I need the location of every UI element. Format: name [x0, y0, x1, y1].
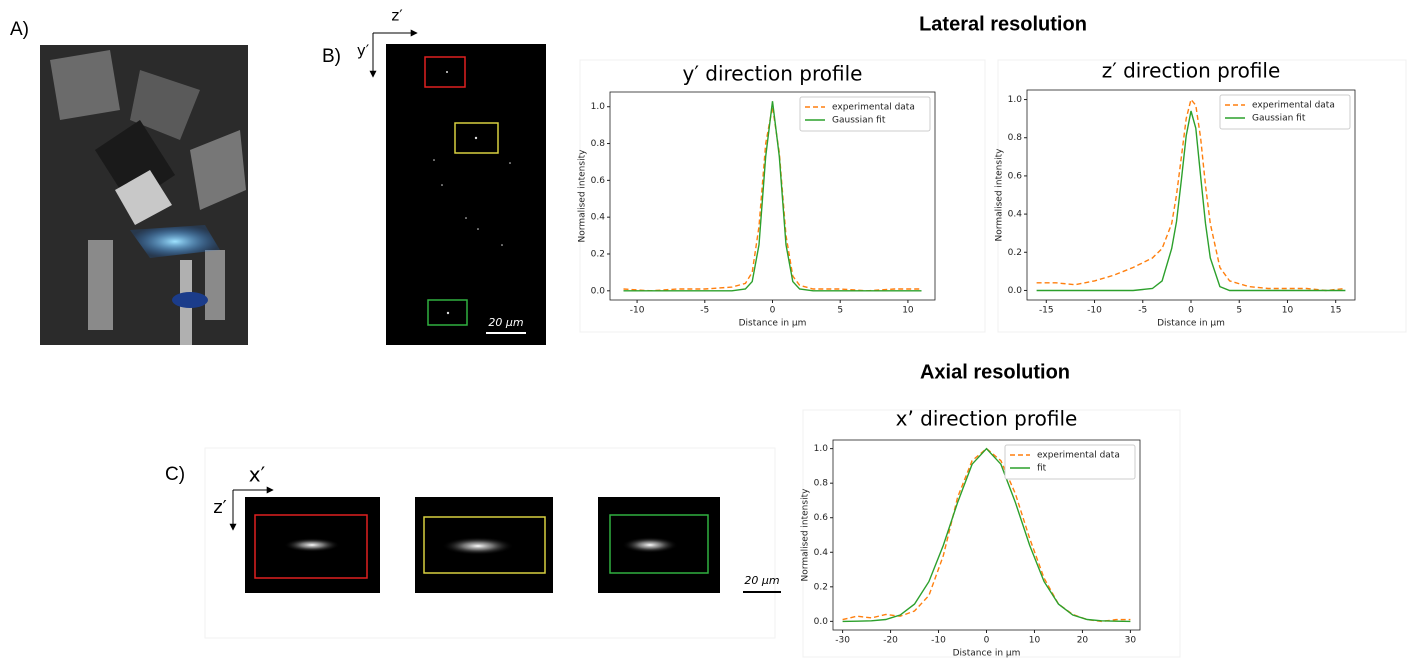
- scale-label: 20 μm: [744, 574, 779, 587]
- y-axis-label: Normalised intensity: [801, 488, 811, 582]
- y-tick-label: 0.6: [591, 176, 606, 186]
- x-tick-label: 20: [1077, 636, 1089, 646]
- y-tick-label: 1.0: [1008, 95, 1023, 105]
- y-tick-label: 0.2: [591, 249, 605, 259]
- x-axis-label: Distance in μm: [953, 649, 1021, 659]
- x-tick-label: 10: [1029, 636, 1041, 646]
- y-tick-label: 0.8: [1008, 133, 1023, 143]
- x-tick-label: 0: [770, 306, 776, 316]
- chart-title: z′ direction profile: [1102, 59, 1281, 83]
- chart: z′ direction profile -15 -10 -5 0 5 10 15 0.0 0.2…: [995, 59, 1407, 333]
- axis-name: y′: [357, 42, 370, 60]
- section-title: Lateral resolution: [919, 13, 1087, 35]
- x-tick-label: 0: [984, 636, 990, 646]
- frame: [204, 447, 776, 639]
- x-tick-label: -5: [1138, 306, 1147, 316]
- legend-label: fit: [1037, 464, 1047, 474]
- legend-box: [1219, 94, 1351, 130]
- y-tick-label: 0.0: [1008, 286, 1023, 296]
- panel-label: B): [322, 46, 341, 67]
- x-tick-label: -10: [630, 306, 645, 316]
- axis-name: z′: [391, 7, 403, 25]
- axis-name: z′: [213, 497, 227, 518]
- micrograph: [245, 497, 720, 593]
- legend-label: experimental data: [1252, 101, 1335, 111]
- y-tick-label: 0.2: [1008, 248, 1022, 258]
- x-tick-label: 5: [1236, 306, 1242, 316]
- data-line: [1036, 110, 1346, 292]
- y-tick-label: 0.8: [591, 139, 606, 149]
- x-axis-label: Distance in μm: [1157, 319, 1225, 329]
- legend-label: experimental data: [1037, 451, 1120, 461]
- x-tick-label: 15: [1330, 306, 1341, 316]
- scale-label: 20 μm: [488, 316, 523, 329]
- legend-label: experimental data: [832, 103, 915, 113]
- data-line: [623, 106, 922, 292]
- x-tick-label: 30: [1125, 636, 1137, 646]
- legend-box: [799, 96, 931, 132]
- x-axis-label: Distance in μm: [739, 319, 807, 329]
- y-tick-label: 0.6: [1008, 171, 1023, 181]
- plot-frame: [609, 91, 936, 301]
- legend-label: Gaussian fit: [832, 116, 886, 126]
- y-tick-label: 0.2: [814, 582, 828, 592]
- section-title: Axial resolution: [920, 361, 1070, 383]
- chart-title: x’ direction profile: [896, 407, 1078, 431]
- y-axis-label: Normalised intensity: [578, 149, 588, 243]
- data-line: [842, 447, 1131, 623]
- plot-frame: [832, 439, 1141, 631]
- x-tick-label: -5: [700, 306, 709, 316]
- y-tick-label: 0.6: [814, 513, 829, 523]
- x-tick-label: -20: [883, 636, 898, 646]
- photo: [40, 45, 248, 345]
- y-tick-label: 0.8: [814, 479, 829, 489]
- x-tick-label: -30: [835, 636, 850, 646]
- x-tick-label: 5: [837, 306, 843, 316]
- legend-box: [1004, 444, 1136, 480]
- y-tick-label: 0.0: [591, 286, 606, 296]
- data-line: [623, 101, 922, 292]
- y-tick-label: 0.4: [814, 548, 829, 558]
- chart: x’ direction profile -30 -20 -10 0 10 20 30 0.0 0…: [801, 407, 1181, 659]
- y-tick-label: 0.0: [814, 617, 829, 627]
- chart: y′ direction profile -10 -5 0 5 10 0.0 0.2 0.4 0.…: [578, 59, 986, 333]
- y-tick-label: 0.4: [1008, 210, 1023, 220]
- y-axis-label: Normalised intensity: [995, 148, 1005, 242]
- data-line: [1036, 97, 1346, 292]
- legend-label: Gaussian fit: [1252, 114, 1306, 124]
- y-tick-label: 0.4: [591, 213, 606, 223]
- micrograph: [386, 44, 546, 345]
- x-tick-label: -15: [1039, 306, 1054, 316]
- plot-frame: [1026, 89, 1356, 301]
- axis-name: x′: [249, 463, 266, 487]
- x-tick-label: 10: [1282, 306, 1294, 316]
- y-tick-label: 1.0: [814, 444, 829, 454]
- panel-label: A): [10, 19, 29, 40]
- x-tick-label: 0: [1188, 306, 1194, 316]
- x-tick-label: -10: [1087, 306, 1102, 316]
- panel-label: C): [165, 464, 185, 485]
- chart-title: y′ direction profile: [683, 62, 863, 86]
- y-tick-label: 1.0: [591, 102, 606, 112]
- x-tick-label: 10: [902, 306, 914, 316]
- x-tick-label: -10: [931, 636, 946, 646]
